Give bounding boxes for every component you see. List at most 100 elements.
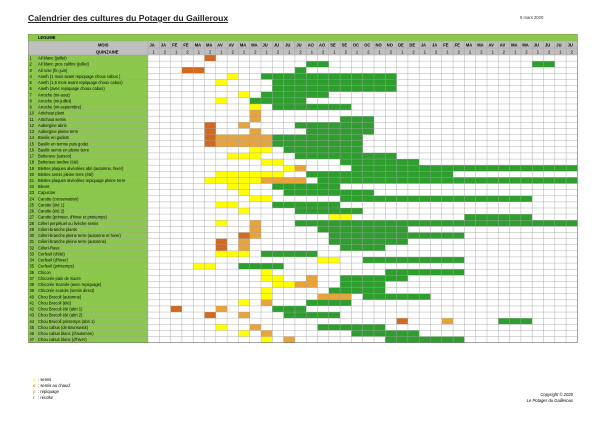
recolte-cell <box>306 134 318 141</box>
semis-cell <box>238 91 250 98</box>
quinzaine-header: 1 <box>153 49 156 54</box>
recolte-cell <box>317 79 329 86</box>
semis-cell <box>238 299 250 306</box>
recolte-cell <box>351 79 363 86</box>
recolte-cell <box>407 330 420 337</box>
repiquage-cell <box>283 177 295 184</box>
crop-calendar-grid: LEGUME MOIS QUINZAINE JA JA FE FE MA MA AV AV MA MA J… <box>28 34 578 343</box>
semis-cell <box>227 171 239 178</box>
quinzaine-header: 1 <box>266 49 269 54</box>
semis-cell <box>215 324 228 331</box>
recolte-cell <box>407 293 420 300</box>
row-number: 39 <box>30 288 35 293</box>
quinzaine-header: 1 <box>243 49 246 54</box>
legend-label: : semis au chaud <box>38 383 70 388</box>
recolte-cell <box>385 336 397 343</box>
month-header: MA <box>251 42 257 47</box>
semis-cell <box>261 293 273 300</box>
row-number: 3 <box>30 68 33 73</box>
row-number: 31 <box>30 239 35 244</box>
recolte-cell <box>430 232 442 239</box>
row-number: 21 <box>30 178 35 183</box>
month-header: AV <box>500 42 506 47</box>
recolte-cell <box>306 208 318 215</box>
crop-name-cell <box>28 189 148 196</box>
recolte-cell <box>340 146 352 153</box>
recolte-cell <box>441 256 454 264</box>
recolte-cell <box>317 152 329 160</box>
row-number: 1 <box>30 56 33 61</box>
repiquage-cell <box>317 293 329 300</box>
recolte-cell <box>385 171 397 178</box>
crop-name-cell <box>28 55 148 62</box>
recolte-cell <box>543 165 555 172</box>
row-number: 22 <box>30 184 35 189</box>
semis-cell <box>204 263 216 270</box>
recolte-cell <box>340 171 352 178</box>
recolte-cell <box>374 281 386 288</box>
repiquage-cell <box>238 134 250 141</box>
semis-cell <box>193 263 205 270</box>
recolte-cell <box>487 220 499 227</box>
recolte-cell <box>261 250 273 257</box>
month-header: JA <box>432 42 437 47</box>
recolte-cell <box>351 324 363 331</box>
semis-cell <box>238 177 250 184</box>
row-number: 17 <box>30 154 35 159</box>
recolte-cell <box>340 134 352 141</box>
crop-name: Ail blanc (juillet) <box>38 56 67 61</box>
quinzaine-header: 2 <box>209 49 212 54</box>
crop-name-cell <box>28 79 148 86</box>
recolte-cell <box>351 238 363 245</box>
crop-name-cell <box>28 165 148 172</box>
row-number: 47 <box>30 337 35 342</box>
recolte-cell <box>351 140 363 147</box>
repiquage-cell <box>249 232 261 239</box>
month-header: MA <box>466 42 472 47</box>
recolte-cell <box>351 146 363 153</box>
recolte-cell <box>294 79 307 86</box>
recolte-cell <box>374 256 386 264</box>
recolte-cell <box>340 85 352 92</box>
copyright: Copyright © 2020 Le Potager du Gaillerou… <box>527 392 573 404</box>
recolte-cell <box>294 152 307 160</box>
crop-name-cell <box>28 250 148 257</box>
recolte-cell <box>328 171 341 178</box>
crop-name-cell <box>28 201 148 208</box>
recolte-cell <box>340 122 352 129</box>
recolte-cell <box>374 220 386 227</box>
recolte-cell <box>306 85 318 92</box>
legend-code: s <box>33 377 36 382</box>
recolte-cell <box>520 195 533 202</box>
semis-cell <box>215 220 228 227</box>
repiquage-cell <box>340 293 352 300</box>
recolte-cell <box>317 128 329 135</box>
recolte-cell <box>306 73 318 80</box>
semis-cell <box>227 152 239 160</box>
recolte-cell <box>272 134 284 141</box>
recolte-cell <box>340 220 352 227</box>
recolte-cell <box>261 97 273 104</box>
crop-name: Chou Brocoli (automne) <box>38 294 82 299</box>
recolte-cell <box>362 244 374 251</box>
recolte-cell <box>340 244 352 251</box>
recolte-cell <box>317 208 329 215</box>
recolte-cell <box>441 269 454 276</box>
recolte-cell <box>328 299 341 306</box>
crop-name-cell <box>28 220 148 227</box>
semis-cell <box>204 177 216 184</box>
legend-code: c <box>33 383 36 388</box>
crop-name: Chou cabus blanc (d'hiver) <box>38 337 87 342</box>
semis-cell <box>227 73 239 80</box>
row-number: 44 <box>30 319 35 324</box>
quinzaine-header: 1 <box>401 49 404 54</box>
recolte-cell <box>283 146 295 153</box>
repiquage-cell <box>294 165 307 172</box>
crop-name: Chou Brocoli (été) <box>38 300 72 305</box>
recolte-cell <box>362 177 374 184</box>
repiquage-cell <box>272 177 284 184</box>
crop-name: Blevet <box>38 184 50 189</box>
semis-cell <box>227 183 239 190</box>
recolte-cell <box>283 183 295 190</box>
recolte-cell <box>453 336 465 343</box>
